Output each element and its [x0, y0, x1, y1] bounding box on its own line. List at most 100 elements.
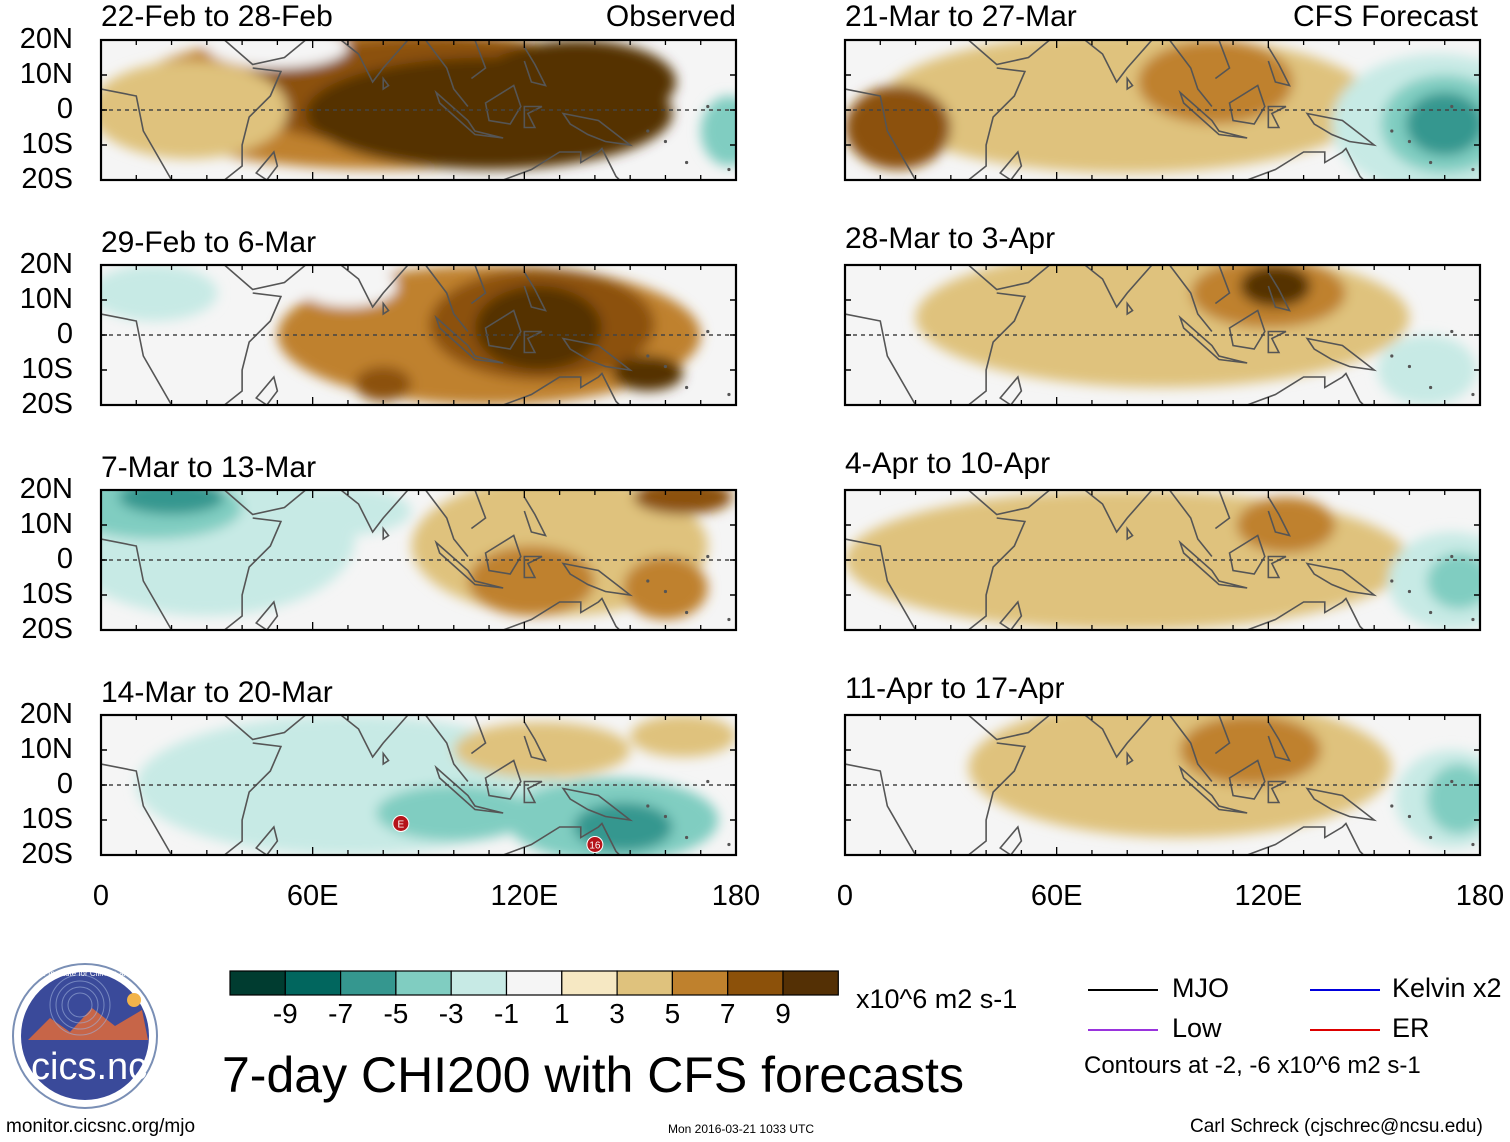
- coastline: [1178, 539, 1248, 589]
- coastline: [502, 822, 621, 855]
- anomaly-blob-obs-3-6: [623, 556, 708, 620]
- colorbar-swatch-7: [616, 970, 673, 996]
- island-mark: [1471, 167, 1475, 172]
- island-mark: [1450, 329, 1454, 334]
- coastline: [484, 84, 522, 125]
- coastline: [523, 496, 547, 537]
- coastline: [523, 721, 547, 762]
- coastline: [1126, 526, 1134, 541]
- colorbar-swatch-9: [727, 970, 784, 996]
- legend-label-er: ER: [1392, 1013, 1430, 1043]
- panel-obs-4: [101, 715, 736, 855]
- coastline: [502, 147, 621, 180]
- coastline: [999, 150, 1023, 180]
- coastline: [1305, 112, 1378, 147]
- logo-text: cics.nc: [31, 1046, 148, 1088]
- coastline: [561, 562, 634, 597]
- panel-obs-2: [101, 265, 736, 405]
- lat-label: 20S: [21, 163, 73, 195]
- lat-label: 20N: [19, 473, 73, 505]
- coastline: [255, 600, 279, 630]
- colorbar-swatch-4: [450, 970, 508, 996]
- coastline: [434, 314, 504, 364]
- colorbar-tick-label: 5: [664, 998, 681, 1029]
- lon-label: 60E: [286, 880, 339, 912]
- lat-label: 20N: [19, 248, 73, 280]
- coastline: [382, 76, 390, 91]
- panel-label-cfs-forecast: CFS Forecast: [1292, 0, 1478, 33]
- panel-obs-3: [101, 490, 736, 630]
- coastline: [424, 40, 487, 108]
- anomaly-blob-fc-1-0: [880, 40, 1375, 173]
- anomaly-blob-obs-2-4: [355, 366, 412, 402]
- panel-title-fc-4: 11-Apr to 17-Apr: [845, 672, 1065, 705]
- footer-website: monitor.cicsnc.org/mjo: [6, 1116, 196, 1137]
- lat-label: 0: [56, 768, 73, 800]
- coastline: [1178, 764, 1248, 814]
- lat-label: 20S: [21, 838, 73, 870]
- lat-label: 10N: [19, 58, 73, 90]
- coastline: [484, 309, 522, 350]
- anomaly-blob-fc-1-1: [845, 85, 951, 170]
- panel-title-fc-3: 4-Apr to 10-Apr: [845, 447, 1051, 480]
- anomaly-blob-obs-2-3: [612, 356, 684, 391]
- coastline: [1267, 271, 1291, 312]
- coastline: [967, 40, 1153, 84]
- island-mark: [1429, 610, 1433, 615]
- island-mark: [1471, 392, 1475, 397]
- coastline: [523, 330, 543, 354]
- colorbar-swatch-6: [561, 970, 618, 996]
- island-mark: [706, 329, 710, 334]
- island-mark: [646, 579, 650, 583]
- island-mark: [1407, 364, 1412, 369]
- coastline: [1168, 490, 1231, 558]
- coastline: [845, 517, 1027, 630]
- colorbar-units: x10^6 m2 s-1: [856, 984, 1018, 1014]
- colorbar-tick-label: 9: [775, 998, 791, 1029]
- island-mark: [646, 129, 650, 133]
- lon-label: 120E: [1234, 880, 1303, 912]
- lon-label: 180: [711, 880, 761, 912]
- legend-label-kelvin: Kelvin x2: [1392, 973, 1502, 1003]
- coastline: [561, 337, 634, 372]
- coastline: [101, 742, 283, 855]
- colorbar-swatch-2: [340, 970, 397, 996]
- panel-title-fc-2: 28-Mar to 3-Apr: [845, 222, 1056, 255]
- anomaly-blob-fc-3-1: [1236, 497, 1336, 553]
- island-mark: [1407, 139, 1412, 144]
- coastline: [1267, 721, 1291, 762]
- anomaly-blob-obs-3-7: [633, 490, 733, 515]
- coastline: [1126, 751, 1134, 766]
- panel-fc-2: [845, 265, 1480, 405]
- coastline: [561, 112, 634, 147]
- coastline: [255, 150, 279, 180]
- panel-title-fc-1: 21-Mar to 27-Mar: [845, 0, 1077, 33]
- coastline: [999, 600, 1023, 630]
- lon-label: 0: [92, 880, 110, 912]
- coastline: [434, 764, 504, 814]
- cicsnc-logo: Cooperative Institute for Climate and Sa…: [3, 963, 167, 1109]
- island-mark: [685, 610, 689, 615]
- anomaly-blob-obs-3-2: [118, 490, 225, 515]
- storm-marker-0: E: [392, 815, 410, 832]
- coastline: [101, 67, 283, 180]
- coastline: [424, 265, 487, 333]
- coastline: [434, 539, 504, 589]
- island-mark: [1429, 385, 1433, 390]
- anomaly-blob-fc-3-3: [1427, 553, 1480, 609]
- lat-label: 10S: [21, 353, 73, 385]
- anomaly-blob-fc-2-3: [1377, 335, 1477, 405]
- island-mark: [663, 139, 668, 144]
- lat-label: 10N: [19, 733, 73, 765]
- island-mark: [1450, 104, 1454, 109]
- anomaly-blob-obs-3-3: [270, 490, 412, 536]
- coastline: [382, 751, 390, 766]
- lat-label: 0: [56, 543, 73, 575]
- island-mark: [1471, 842, 1475, 847]
- coastline: [1305, 787, 1378, 822]
- panel-fc-1: [845, 40, 1480, 180]
- lon-label: 60E: [1030, 880, 1083, 912]
- coastline: [523, 105, 543, 129]
- storm-marker-1: 16: [586, 836, 604, 853]
- coastline: [255, 825, 279, 855]
